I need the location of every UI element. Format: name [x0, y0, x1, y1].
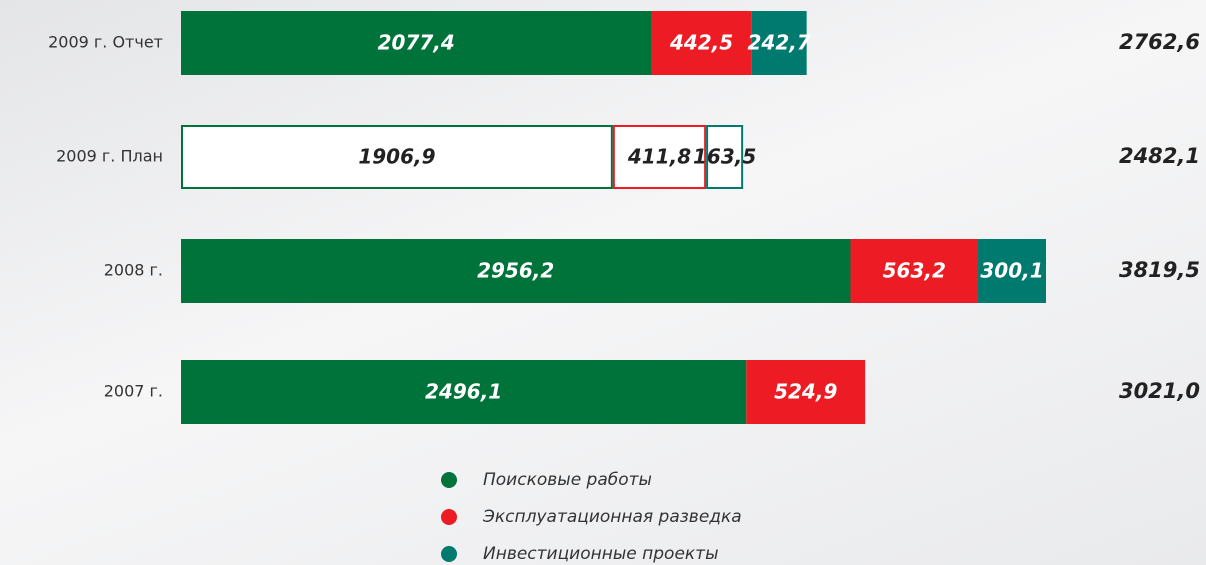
bar-segment: [706, 125, 744, 189]
value-label: 2077,4: [378, 31, 455, 55]
bar-segment: [181, 125, 613, 189]
value-label: 2496,1: [425, 380, 502, 404]
bar-segment: [978, 239, 1046, 303]
bar-segment: [651, 11, 752, 75]
legend-swatch: [441, 546, 457, 562]
value-label: 442,5: [669, 31, 733, 55]
value-label: 411,8: [627, 145, 691, 169]
value-label: 2956,2: [477, 259, 554, 283]
legend-label: Эксплуатационная разведка: [482, 507, 742, 527]
total-label: 2762,6: [1119, 30, 1200, 54]
bar-segment: [181, 11, 652, 75]
legend-swatch: [441, 509, 457, 525]
value-label: 524,9: [774, 380, 837, 404]
bar-segment: [612, 125, 707, 189]
value-label: 1906,9: [358, 145, 435, 169]
bar-segment: [181, 360, 747, 424]
value-label: 163,5: [693, 145, 756, 169]
legend-label: Поисковые работы: [483, 470, 652, 490]
bar-segment: [850, 239, 979, 303]
total-label: 2482,1: [1119, 144, 1200, 168]
legend-swatch: [441, 472, 457, 488]
total-label: 3819,5: [1119, 258, 1200, 282]
category-label: 2009 г. Отчет: [48, 33, 163, 52]
total-label: 3021,0: [1119, 379, 1200, 403]
value-label: 242,7: [748, 31, 811, 55]
legend-label: Инвестиционные проекты: [483, 544, 719, 564]
value-label: 563,2: [883, 259, 946, 283]
category-label: 2007 г.: [104, 382, 163, 401]
category-label: 2008 г.: [104, 261, 163, 280]
bar-segment: [751, 11, 807, 75]
bar-segment: [746, 360, 866, 424]
category-label: 2009 г. План: [56, 147, 163, 166]
value-label: 300,1: [980, 259, 1043, 283]
bar-segment: [181, 239, 851, 303]
